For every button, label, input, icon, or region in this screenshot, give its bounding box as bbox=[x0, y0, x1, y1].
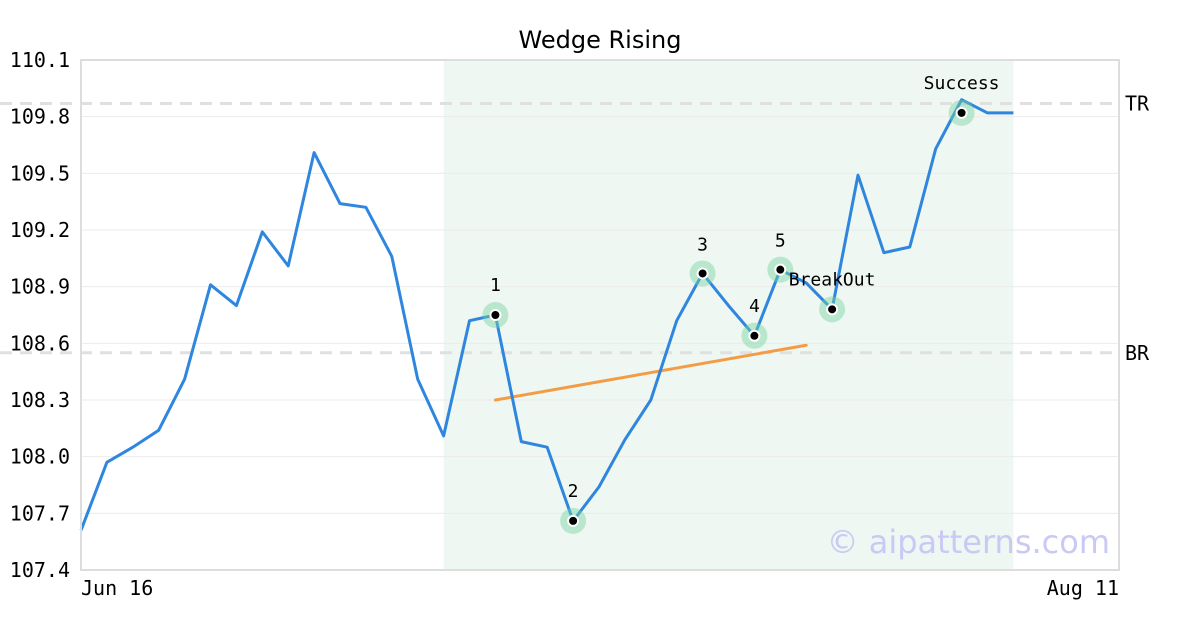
y-tick-label: 108.3 bbox=[10, 388, 70, 412]
marker-dot bbox=[826, 303, 839, 316]
wedge-trendline bbox=[493, 343, 808, 402]
watermark-text: © aipatterns.com bbox=[827, 523, 1110, 561]
y-tick-label: 107.4 bbox=[10, 558, 70, 582]
marker-dot bbox=[567, 514, 580, 527]
reference-line-label: BR bbox=[1125, 341, 1150, 365]
y-tick-label: 107.7 bbox=[10, 501, 70, 525]
marker-label: 3 bbox=[697, 234, 708, 255]
x-tick-label: Aug 11 bbox=[1047, 576, 1119, 600]
x-tick-label: Jun 16 bbox=[81, 576, 153, 600]
y-tick-label: 108.0 bbox=[10, 445, 70, 469]
y-axis-ticks: 110.1 109.8 109.5 109.2 108.9 108.6 108.3 108.0… bbox=[10, 48, 70, 582]
marker-label: 4 bbox=[749, 296, 760, 317]
marker-dot bbox=[774, 263, 787, 276]
y-tick-label: 108.6 bbox=[10, 331, 70, 355]
marker-label: 1 bbox=[490, 275, 501, 296]
marker-label: BreakOut bbox=[789, 269, 876, 290]
reference-lines: TR BR bbox=[0, 91, 1150, 365]
pattern-region bbox=[443, 60, 1014, 570]
marker-label: Success bbox=[924, 73, 1000, 94]
marker-dot bbox=[748, 329, 761, 342]
marker-dot bbox=[489, 309, 502, 321]
reference-line-label: TR bbox=[1125, 91, 1150, 115]
x-axis-ticks: Jun 16 Aug 11 bbox=[81, 576, 1119, 600]
marker-dot bbox=[955, 106, 968, 119]
y-tick-label: 109.8 bbox=[10, 105, 70, 129]
y-tick-label: 109.5 bbox=[10, 161, 70, 185]
y-tick-label: 109.2 bbox=[10, 218, 70, 242]
y-tick-label: 108.9 bbox=[10, 275, 70, 299]
marker-label: 2 bbox=[568, 481, 579, 502]
marker-label: 5 bbox=[775, 231, 786, 252]
chart-title: Wedge Rising bbox=[519, 26, 682, 54]
price-series-line bbox=[79, 98, 1014, 531]
y-tick-label: 110.1 bbox=[10, 48, 70, 72]
marker-dot bbox=[696, 267, 709, 280]
plot-frame bbox=[80, 59, 1120, 571]
